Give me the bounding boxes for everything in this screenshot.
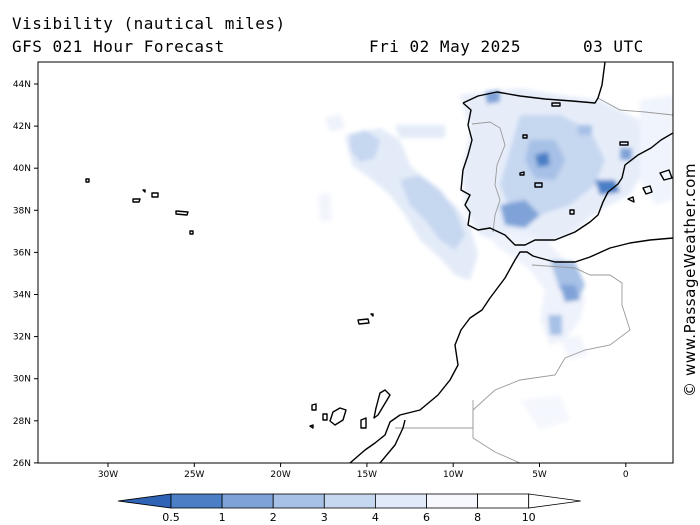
- longitude-axis: 30W 25W 20W 15W 10W 5W 0: [98, 463, 629, 480]
- visibility-colorbar: 0.5 1 2 3 4 6 8 10: [117, 493, 581, 524]
- forecast-time: 03 UTC: [583, 37, 644, 56]
- map-title: Visibility (nautical miles): [12, 14, 286, 33]
- colorbar-segment: [477, 493, 530, 509]
- lat-tick-label: 42N: [13, 122, 31, 132]
- colorbar-segment: [426, 493, 478, 509]
- colorbar-label: 1: [219, 511, 226, 524]
- lat-tick-label: 32N: [13, 333, 31, 343]
- lon-tick-label: 25W: [184, 470, 204, 480]
- lat-tick-label: 38N: [13, 206, 31, 216]
- lat-tick-label: 36N: [13, 248, 31, 258]
- latitude-axis: 44N 42N 40N 38N 36N 34N 32N 30N 28N 26N: [13, 80, 38, 469]
- lon-tick-label: 5W: [532, 470, 547, 480]
- country-borders: [395, 97, 673, 463]
- lon-tick-label: 15W: [357, 470, 377, 480]
- colorbar-label: 0.5: [162, 511, 180, 524]
- lon-tick-label: 10W: [443, 470, 463, 480]
- lon-tick-label: 20W: [270, 470, 290, 480]
- colorbar-segment: [170, 493, 223, 509]
- colorbar-segment: [221, 493, 274, 509]
- lat-tick-label: 34N: [13, 291, 31, 301]
- lat-tick-label: 28N: [13, 417, 31, 427]
- colorbar-lower-arrow: [117, 493, 172, 509]
- lat-tick-label: 44N: [13, 80, 31, 90]
- lon-tick-label: 0: [623, 470, 629, 480]
- watermark-text: © www.PassageWeather.com: [681, 163, 699, 397]
- lon-tick-label: 30W: [98, 470, 118, 480]
- map-frame: [37, 61, 674, 464]
- colorbar-label: 6: [423, 511, 430, 524]
- visibility-shading: [318, 88, 673, 430]
- watermark: © www.PassageWeather.com: [681, 163, 699, 397]
- coastlines: [85, 62, 673, 463]
- colorbar-label: 4: [372, 511, 379, 524]
- colorbar-label: 3: [321, 511, 328, 524]
- colorbar-label: 8: [474, 511, 481, 524]
- colorbar-segment: [272, 493, 325, 509]
- forecast-subtitle: GFS 021 Hour Forecast: [12, 37, 225, 56]
- lat-tick-label: 30N: [13, 375, 31, 385]
- forecast-date: Fri 02 May 2025: [369, 37, 521, 56]
- colorbar-label: 10: [522, 511, 536, 524]
- lat-tick-label: 40N: [13, 164, 31, 174]
- colorbar-segment: [374, 493, 427, 509]
- colorbar-label: 2: [270, 511, 277, 524]
- colorbar-segment: [323, 493, 376, 509]
- lat-tick-label: 26N: [13, 459, 31, 469]
- colorbar-upper-arrow: [528, 493, 581, 509]
